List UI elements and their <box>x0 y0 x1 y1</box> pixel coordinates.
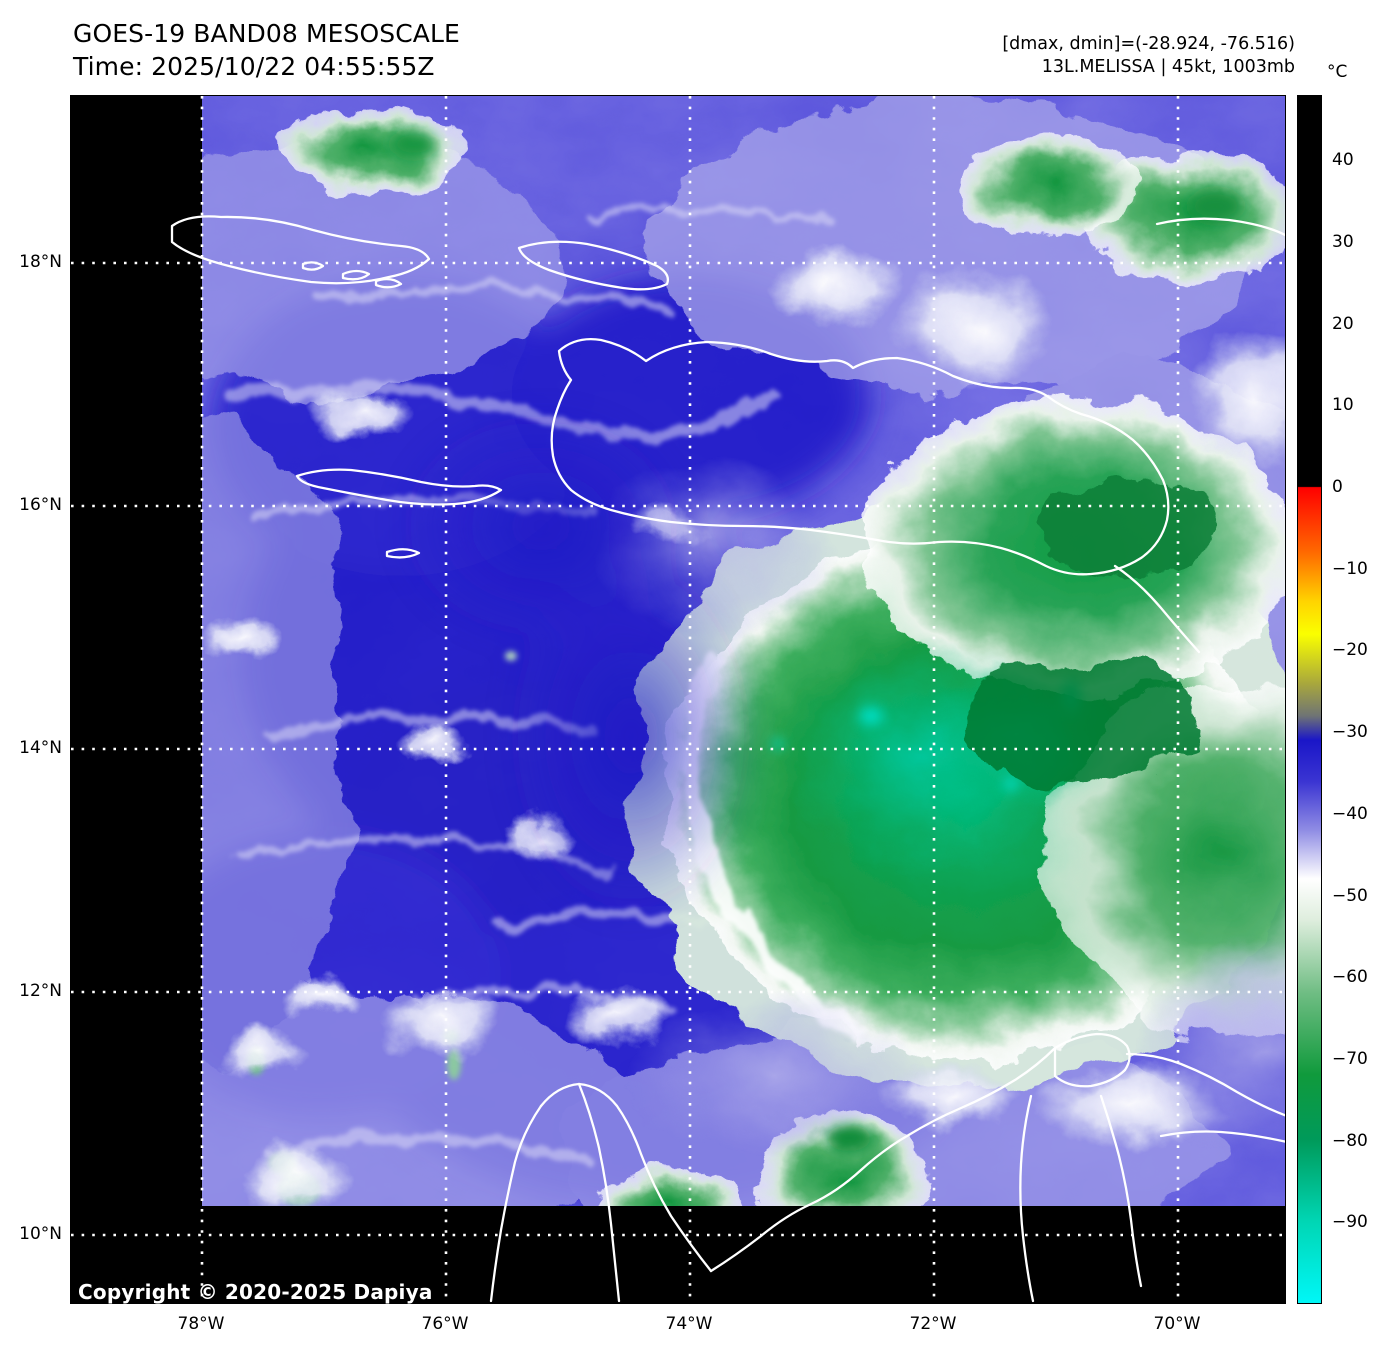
coastline-colombia-magdalena <box>577 1082 621 1303</box>
colorbar-tick-label: −80 <box>1332 1130 1368 1151</box>
latitude-tick-label: 10°N <box>19 1224 62 1244</box>
colorbar-tick-label: 20 <box>1332 313 1354 334</box>
colorbar-tick-label: −50 <box>1332 885 1368 906</box>
longitude-tick-label: 70°W <box>1153 1314 1201 1334</box>
coastline-islet-c <box>385 548 421 559</box>
coastline-islet-b <box>374 277 403 289</box>
coastline-jamaica-bay <box>301 261 325 271</box>
ir-brightness-temperature-raster <box>202 96 1285 1206</box>
latitude-tick-label: 14°N <box>19 738 62 758</box>
coastline-venezuela-lake <box>1159 1130 1285 1143</box>
colorbar-unit-label: °C <box>1327 62 1348 82</box>
colorbar-tick-label: −20 <box>1332 640 1368 661</box>
coastline-gonave-island <box>517 240 670 291</box>
coastline-jamaica <box>170 215 431 285</box>
colorbar-tick-label: 0 <box>1332 477 1343 498</box>
timestamp-label: Time: 2025/10/22 04:55:55Z <box>73 51 435 81</box>
longitude-tick-label: 78°W <box>177 1314 225 1334</box>
coastline-overlay <box>170 215 1285 1303</box>
colorbar-tick-label: −10 <box>1332 558 1368 579</box>
temperature-colorbar[interactable] <box>1297 95 1322 1304</box>
longitude-tick-label: 72°W <box>909 1314 957 1334</box>
coastline-dr-east <box>1113 564 1201 654</box>
page-title: GOES-19 BAND08 MESOSCALE <box>73 19 460 48</box>
coastline-guajira-peninsula <box>1053 1032 1131 1088</box>
colorbar-tick-label: 30 <box>1332 232 1354 253</box>
colorbar-tick-label: −30 <box>1332 722 1368 743</box>
colorbar-tick-label: −60 <box>1332 967 1368 988</box>
dminmax-label: [dmax, dmin]=(-28.924, -76.516) <box>1002 34 1295 54</box>
latitude-tick-label: 18°N <box>19 252 62 272</box>
coastline-maracaibo-west <box>1019 1094 1035 1303</box>
colorbar-tick-label: −70 <box>1332 1048 1368 1069</box>
coastline-maracaibo-east <box>1099 1094 1143 1288</box>
longitude-tick-label: 76°W <box>421 1314 469 1334</box>
colorbar-tick-label: −40 <box>1332 803 1368 824</box>
coastline-haiti-south-peninsula <box>295 468 503 506</box>
coastline-islet-a <box>341 269 371 281</box>
colorbar-tick-label: 10 <box>1332 395 1354 416</box>
coastline-venezuela-north <box>1125 1052 1285 1117</box>
coastline-colombia-inland <box>489 1104 543 1303</box>
colorbar-tick-label: −90 <box>1332 1212 1368 1233</box>
coastline-puerto-rico <box>1155 217 1285 237</box>
satellite-image-plot[interactable] <box>70 95 1286 1304</box>
header-meta-block: [dmax, dmin]=(-28.924, -76.516) 13L.MELI… <box>1002 33 1295 79</box>
coastline-colombia-west <box>539 1082 713 1273</box>
latitude-tick-label: 16°N <box>19 495 62 515</box>
copyright-label: Copyright © 2020-2025 Dapiya <box>78 1280 433 1304</box>
graticule-gridlines <box>71 96 1285 1303</box>
header-title-block: GOES-19 BAND08 MESOSCALE Time: 2025/10/2… <box>73 18 460 83</box>
colorbar-tick-label: 40 <box>1332 150 1354 171</box>
coastline-colombia-guajira-west <box>709 1046 1057 1273</box>
coastline-hispaniola <box>550 338 1170 576</box>
longitude-tick-label: 74°W <box>665 1314 713 1334</box>
latitude-tick-label: 12°N <box>19 981 62 1001</box>
storm-info-label: 13L.MELISSA | 45kt, 1003mb <box>1041 56 1295 77</box>
